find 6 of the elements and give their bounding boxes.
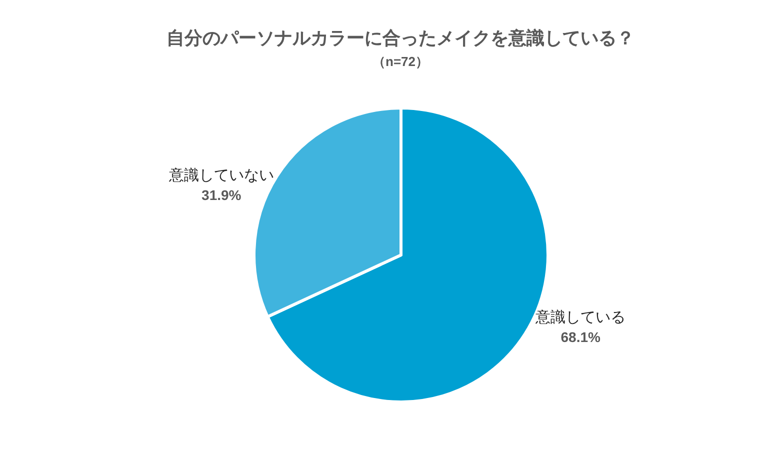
slice-label: 意識していない	[168, 166, 274, 184]
slice-label: 意識している	[534, 309, 626, 326]
chart-title: 自分のパーソナルカラーに合ったメイクを意識している？	[166, 28, 634, 48]
data-label: 68.1%	[560, 329, 602, 346]
chart-subtitle: （n=72）	[372, 54, 428, 69]
data-label: 31.9%	[202, 186, 242, 203]
